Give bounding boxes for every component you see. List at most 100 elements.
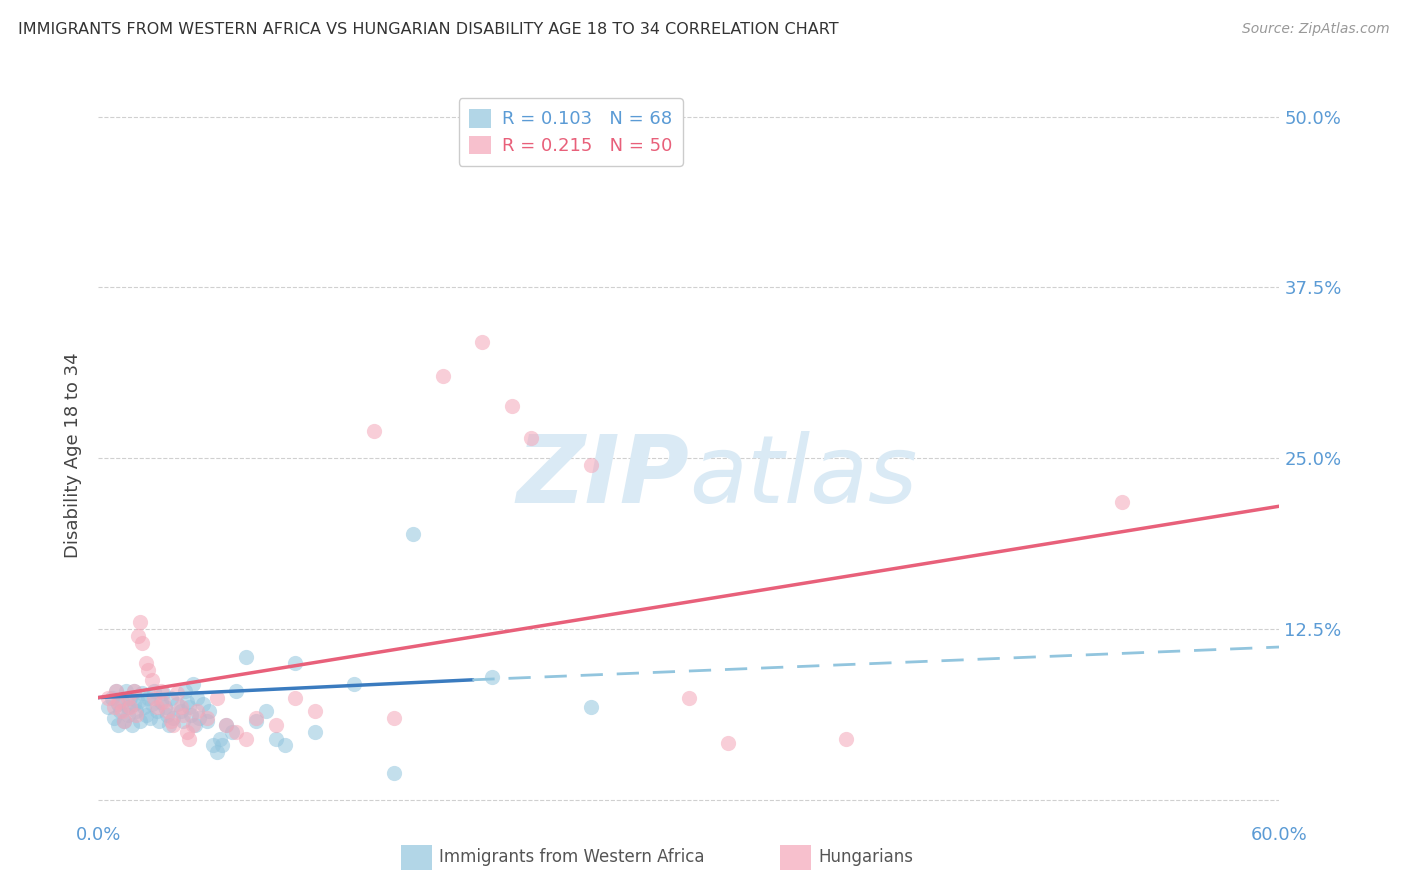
Point [97,690,120,705]
Point [501,400,523,414]
Point [174,683,197,698]
Point [186,690,208,705]
Point [152,686,174,700]
Point [146,700,169,714]
Point [112,714,135,728]
Point [122,698,145,712]
Y-axis label: Disability Age 18 to 34: Disability Age 18 to 34 [65,352,83,558]
Point [402,526,425,541]
Point [471,335,494,350]
Point [304,704,326,718]
Point [162,711,184,725]
Point [835,731,858,746]
Point [191,698,214,712]
Point [162,718,184,732]
Point [382,711,405,725]
Point [103,711,125,725]
Point [205,690,228,705]
Point [166,698,188,712]
Point [97,700,120,714]
Point [176,695,198,709]
Point [245,714,267,728]
Point [382,765,405,780]
Point [112,714,135,728]
Point [304,724,326,739]
Point [160,714,183,728]
Point [118,700,141,714]
Point [131,636,153,650]
Point [141,673,163,687]
Point [117,700,139,714]
Text: IMMIGRANTS FROM WESTERN AFRICA VS HUNGARIAN DISABILITY AGE 18 TO 34 CORRELATION : IMMIGRANTS FROM WESTERN AFRICA VS HUNGAR… [18,22,839,37]
Point [125,704,148,718]
Point [264,731,287,746]
Point [264,718,287,732]
Point [180,708,202,723]
Point [177,731,200,746]
Point [520,431,543,445]
Point [125,708,148,723]
Point [221,724,243,739]
Point [111,695,134,709]
Point [128,714,150,728]
Point [181,718,204,732]
Point [105,683,128,698]
Point [135,657,157,671]
Point [132,700,155,714]
Point [177,700,200,714]
Point [150,695,173,709]
Point [155,700,177,714]
Point [245,711,267,725]
Point [678,690,700,705]
Text: atlas: atlas [689,432,917,523]
Point [111,704,134,718]
Point [103,700,125,714]
Point [176,724,198,739]
Point [205,745,228,759]
Point [187,711,209,725]
Point [128,615,150,630]
Point [225,683,247,698]
Point [284,657,307,671]
Point [142,683,165,698]
Point [136,663,159,677]
Point [235,649,257,664]
Point [235,731,257,746]
Point [160,690,183,705]
Point [146,704,169,718]
Point [201,739,224,753]
Point [142,690,165,705]
Point [118,690,141,705]
Point [108,704,131,718]
Point [135,708,157,723]
Point [579,458,602,472]
Point [481,670,503,684]
Point [717,736,740,750]
Point [170,704,193,718]
Point [156,708,179,723]
Point [117,708,139,723]
Point [148,714,170,728]
Point [107,698,129,712]
Point [1111,495,1133,509]
Point [141,698,163,712]
Point [117,690,139,705]
Point [157,718,180,732]
Point [184,718,207,732]
Point [209,731,232,746]
Point [105,683,128,698]
Point [170,700,193,714]
Point [215,718,238,732]
Point [138,711,160,725]
Text: Source: ZipAtlas.com: Source: ZipAtlas.com [1241,22,1389,37]
Point [215,718,238,732]
Point [186,704,208,718]
Point [225,724,247,739]
Point [115,683,138,698]
Point [127,695,149,709]
Text: Immigrants from Western Africa: Immigrants from Western Africa [439,848,704,866]
Point [107,718,129,732]
Point [166,686,188,700]
Text: ZIP: ZIP [516,431,689,523]
Point [211,739,233,753]
